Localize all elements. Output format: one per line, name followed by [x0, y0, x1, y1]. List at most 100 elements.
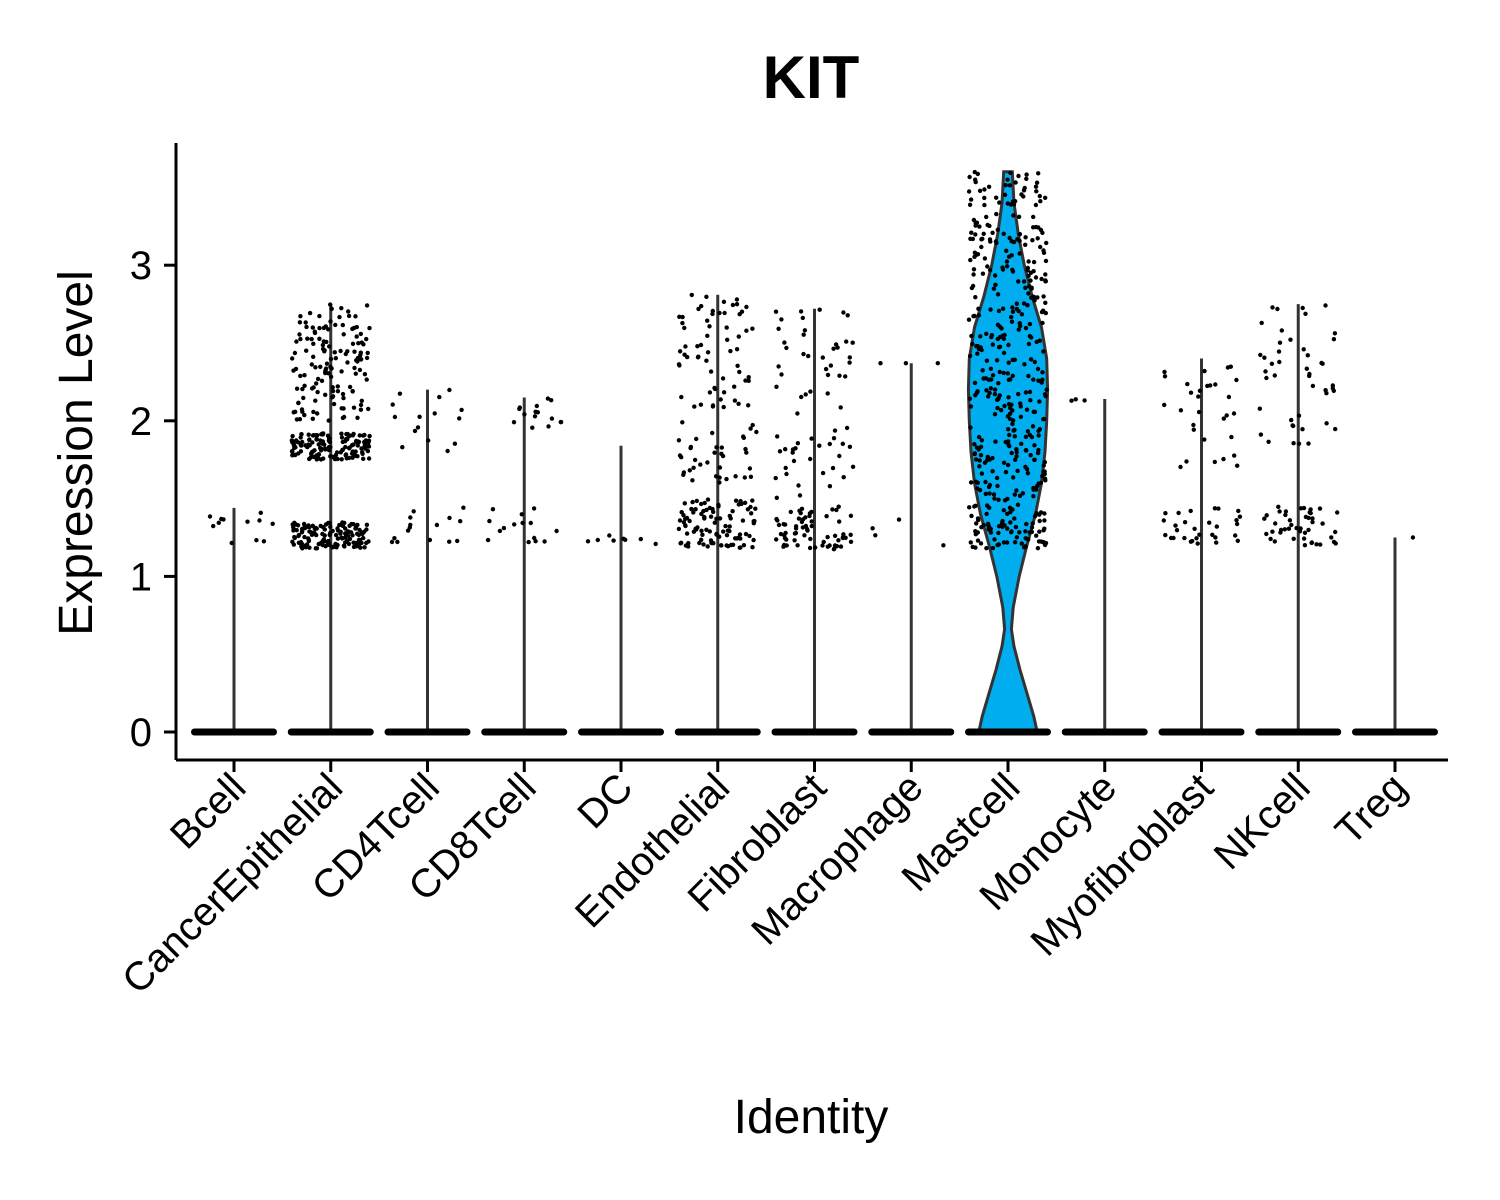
data-point	[322, 539, 327, 544]
data-point	[1300, 305, 1305, 311]
data-point	[796, 516, 802, 521]
data-point	[339, 306, 344, 311]
data-point	[1277, 359, 1282, 365]
data-point	[296, 533, 301, 539]
data-point	[328, 374, 334, 379]
data-point	[1003, 439, 1008, 445]
data-point	[716, 504, 721, 509]
data-point	[1028, 453, 1033, 458]
data-point	[735, 363, 740, 368]
data-point	[345, 533, 351, 538]
data-point	[1297, 529, 1303, 534]
data-point	[972, 504, 977, 509]
data-point	[340, 439, 345, 445]
data-point	[1301, 536, 1307, 541]
data-point	[742, 500, 748, 505]
data-point	[347, 536, 353, 542]
data-point	[296, 400, 301, 406]
data-point	[554, 528, 559, 534]
data-point	[1001, 508, 1006, 513]
data-point	[681, 520, 687, 525]
data-point	[1029, 525, 1035, 530]
data-point	[802, 533, 807, 538]
data-point	[837, 373, 842, 378]
data-point	[836, 538, 841, 543]
data-point	[1023, 285, 1028, 290]
data-point	[1012, 516, 1017, 521]
data-point	[1410, 535, 1416, 540]
data-point	[334, 450, 340, 455]
data-point	[692, 457, 698, 463]
data-point	[1307, 373, 1312, 379]
data-point	[300, 439, 305, 445]
data-point	[1026, 537, 1031, 542]
data-point	[969, 230, 974, 235]
data-point	[978, 334, 983, 339]
data-point	[366, 440, 371, 446]
data-point	[995, 483, 1000, 489]
data-point	[1173, 523, 1178, 528]
data-point	[992, 496, 997, 501]
data-point	[741, 434, 746, 439]
data-point	[1333, 426, 1338, 432]
zero-points	[1255, 728, 1342, 736]
y-tick-label: 3	[130, 244, 152, 288]
data-point	[817, 443, 822, 448]
data-point	[522, 412, 527, 417]
data-point	[978, 453, 984, 458]
data-point	[989, 333, 994, 338]
data-point	[326, 418, 331, 423]
data-point	[1014, 306, 1020, 312]
data-point	[497, 528, 503, 534]
data-point	[993, 239, 999, 244]
data-point	[1329, 535, 1334, 540]
data-point	[797, 508, 802, 513]
data-point	[976, 517, 981, 523]
data-point	[743, 531, 749, 537]
data-point	[841, 310, 846, 315]
data-point	[974, 445, 980, 450]
data-point	[330, 454, 335, 459]
data-point	[1026, 259, 1031, 264]
data-point	[1283, 512, 1288, 518]
data-point	[993, 439, 998, 444]
data-point	[1023, 325, 1029, 331]
data-point	[333, 322, 338, 328]
data-point	[357, 433, 362, 438]
data-point	[980, 271, 986, 276]
data-point	[1194, 536, 1199, 541]
data-point	[485, 537, 491, 543]
data-point	[311, 409, 316, 415]
data-point	[1212, 506, 1218, 511]
data-point	[984, 331, 989, 336]
data-point	[737, 312, 742, 317]
data-point	[341, 332, 346, 337]
data-point	[830, 465, 836, 471]
data-point	[707, 324, 712, 329]
data-point	[1036, 481, 1041, 486]
data-point	[302, 412, 307, 418]
data-point	[1213, 535, 1218, 540]
data-point	[975, 538, 981, 543]
data-point	[345, 349, 350, 354]
data-point	[1291, 423, 1296, 429]
data-point	[319, 378, 325, 383]
data-point	[308, 530, 314, 535]
data-point	[1314, 542, 1319, 547]
data-point	[461, 505, 466, 510]
data-point	[1013, 457, 1018, 462]
chart-title: KIT	[763, 44, 860, 111]
data-point	[1036, 378, 1041, 383]
data-point	[707, 505, 712, 511]
data-point	[292, 452, 298, 458]
data-point	[1212, 459, 1218, 465]
data-point	[685, 354, 690, 360]
data-point	[1010, 507, 1015, 512]
data-point	[704, 358, 709, 363]
data-point	[809, 523, 814, 529]
data-point	[982, 256, 988, 261]
data-point	[825, 534, 830, 540]
data-point	[750, 545, 755, 550]
data-point	[983, 491, 988, 497]
